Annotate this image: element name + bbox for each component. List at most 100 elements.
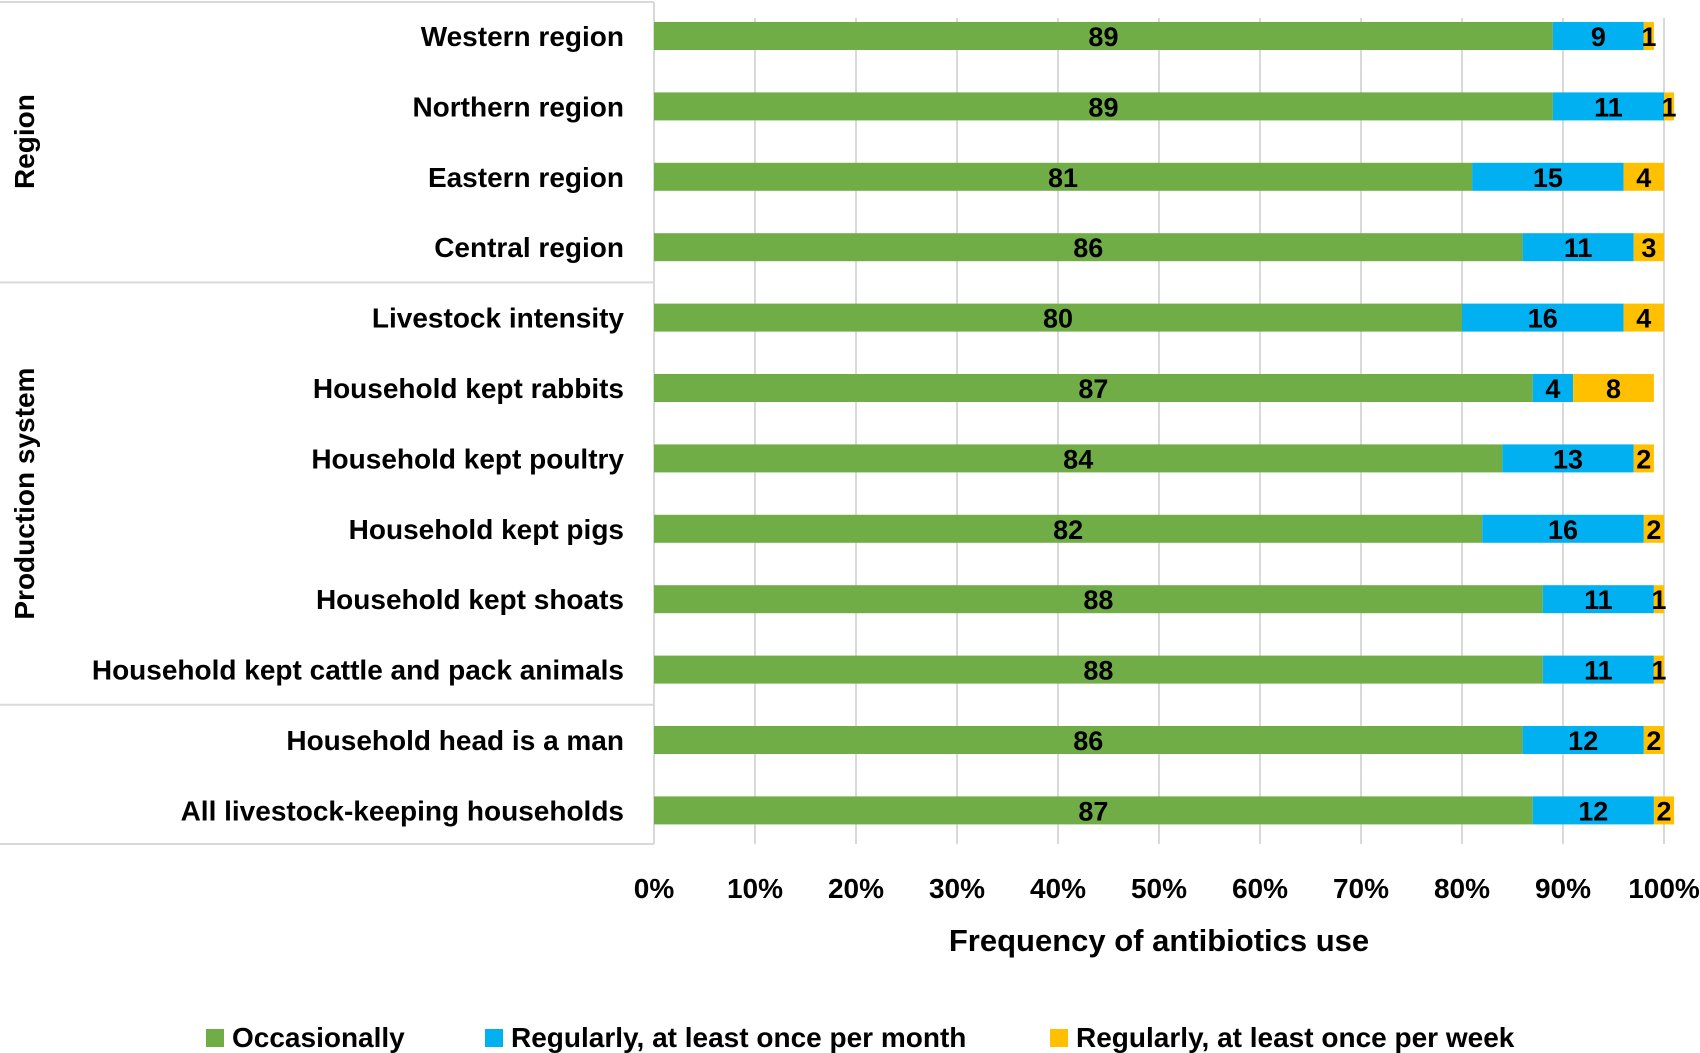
bar-segment	[1502, 444, 1634, 473]
bar-segment	[654, 92, 1553, 121]
legend-label: Regularly, at least once per month	[511, 1022, 966, 1053]
bar-segment	[1542, 585, 1654, 614]
data-label: 87	[1078, 796, 1108, 826]
category-label: Household head is a man	[286, 725, 624, 756]
data-label: 89	[1088, 92, 1118, 122]
bar-segment	[654, 162, 1473, 191]
data-label: 2	[1646, 726, 1661, 756]
data-label: 2	[1656, 796, 1671, 826]
group-label-production-system: Production system	[9, 368, 40, 620]
data-label: 11	[1584, 585, 1613, 615]
x-tick-label: 0%	[634, 873, 675, 904]
data-label: 81	[1048, 163, 1078, 193]
bar-segment	[654, 726, 1523, 754]
x-axis: 0% 10% 20% 30% 40% 50% 60% 70% 80% 90% 100%	[634, 873, 1700, 904]
x-tick-label: 90%	[1535, 873, 1591, 904]
bar-segment	[1633, 233, 1664, 262]
category-label: Household kept cattle and pack animals	[92, 655, 624, 686]
bar-segment	[1573, 374, 1654, 402]
data-label: 2	[1646, 515, 1661, 545]
category-label: Eastern region	[428, 162, 624, 193]
data-label: 3	[1641, 233, 1656, 263]
data-label: 1	[1651, 585, 1666, 615]
category-label: Household kept pigs	[349, 514, 624, 545]
data-label: 1	[1641, 22, 1656, 52]
bar-segment	[1522, 233, 1634, 262]
legend-swatch	[1050, 1029, 1068, 1047]
data-label: 9	[1591, 22, 1606, 52]
bar-segment	[654, 514, 1483, 543]
data-label: 16	[1528, 304, 1558, 334]
bar-segment	[1643, 22, 1654, 50]
category-label: Livestock intensity	[372, 303, 625, 334]
bar-segment	[1552, 22, 1644, 50]
data-label: 89	[1088, 22, 1118, 52]
plot-area: 89 9 189 11 181 15 486 11 380 16 487 4 884 13 282 16 288…	[654, 22, 1677, 826]
data-label: 4	[1636, 304, 1651, 334]
bar-segment	[1664, 92, 1675, 121]
legend-label: Regularly, at least once per week	[1076, 1022, 1515, 1053]
data-label: 86	[1073, 726, 1103, 756]
data-label: 80	[1043, 304, 1073, 334]
data-label: 84	[1063, 444, 1093, 474]
category-label: All livestock-keeping households	[181, 795, 624, 826]
category-label: Household kept poultry	[311, 443, 624, 474]
bar-segment	[654, 444, 1503, 473]
data-label: 12	[1568, 726, 1598, 756]
data-label: 82	[1053, 515, 1083, 545]
bar-segment	[654, 585, 1543, 614]
data-label: 11	[1594, 92, 1623, 122]
data-label: 12	[1578, 796, 1608, 826]
x-tick-label: 100%	[1628, 873, 1700, 904]
legend-swatch	[485, 1029, 503, 1047]
legend: Occasionally Regularly, at least once per…	[206, 1022, 1515, 1053]
bar-segment	[1653, 585, 1664, 614]
bar-segment	[1542, 655, 1654, 684]
data-label: 13	[1553, 444, 1583, 474]
data-label: 4	[1545, 374, 1560, 404]
data-label: 16	[1548, 515, 1578, 545]
x-tick-label: 20%	[828, 873, 884, 904]
bar-segment	[654, 374, 1533, 402]
data-label: 1	[1662, 92, 1677, 122]
group-label-region: Region	[9, 94, 40, 189]
data-label: 86	[1073, 233, 1103, 263]
category-label: Central region	[434, 232, 624, 263]
bar-segment	[654, 655, 1543, 684]
data-label: 87	[1078, 374, 1108, 404]
data-label: 11	[1584, 656, 1613, 686]
bar-segment	[1532, 796, 1654, 825]
bar-segment	[654, 796, 1533, 825]
x-tick-label: 10%	[727, 873, 783, 904]
x-axis-title: Frequency of antibiotics use	[949, 923, 1369, 958]
data-label: 4	[1636, 163, 1651, 193]
x-tick-label: 40%	[1030, 873, 1086, 904]
category-label: Household kept rabbits	[313, 373, 624, 404]
category-label: Household kept shoats	[316, 584, 624, 615]
data-label: 11	[1564, 233, 1593, 263]
data-label: 2	[1636, 444, 1651, 474]
bar-segment	[1623, 162, 1664, 191]
category-label: Northern region	[412, 91, 624, 122]
data-label: 15	[1533, 163, 1563, 193]
bar-segment	[1653, 796, 1675, 825]
data-label: 88	[1083, 656, 1113, 686]
bar-segment	[1552, 92, 1664, 121]
bar-segment	[1462, 303, 1624, 332]
category-label: Western region	[421, 21, 624, 52]
category-label-panel: Region Production system Western region Nor…	[0, 1, 655, 845]
bar-segment	[1643, 514, 1664, 543]
x-tick-label: 80%	[1434, 873, 1490, 904]
legend-swatch	[206, 1029, 224, 1047]
bar-segment	[1623, 303, 1664, 332]
data-label: 88	[1083, 585, 1113, 615]
x-tick-label: 70%	[1333, 873, 1389, 904]
x-tick-label: 30%	[929, 873, 985, 904]
bar-segment	[1482, 514, 1644, 543]
bar-segment	[1532, 374, 1574, 402]
gridlines	[653, 18, 1665, 844]
legend-label: Occasionally	[232, 1022, 405, 1053]
bar-segment	[1472, 162, 1624, 191]
bar-segment	[654, 233, 1523, 262]
